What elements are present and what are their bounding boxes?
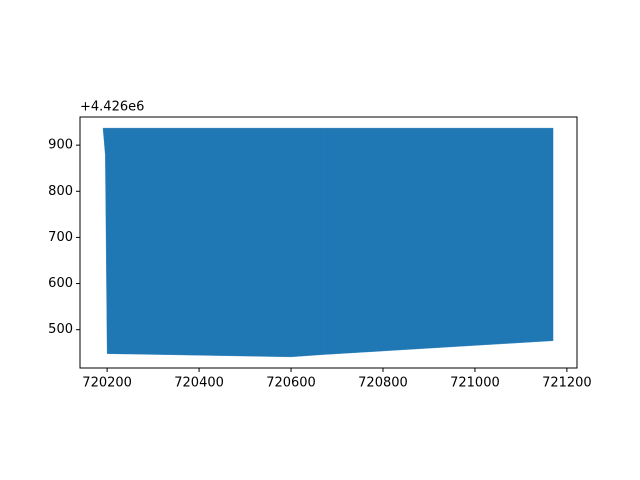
x-tick-label: 721200: [542, 376, 592, 391]
y-tick-label: 900: [48, 138, 73, 153]
y-tick-label: 700: [48, 230, 73, 245]
x-tick-label: 720800: [358, 376, 408, 391]
y-tick-label: 500: [48, 322, 73, 337]
axes-frame: [79, 116, 578, 369]
offset-text: +4.426e6: [80, 100, 144, 115]
x-tick-label: 720200: [82, 376, 132, 391]
x-tick-label: 720400: [174, 376, 224, 391]
y-tick-label: 600: [48, 276, 73, 291]
y-tick-label: 800: [48, 184, 73, 199]
x-tick-label: 721000: [450, 376, 500, 391]
polygon: [102, 127, 324, 358]
polygon: [322, 127, 554, 355]
x-tick-label: 720600: [266, 376, 316, 391]
